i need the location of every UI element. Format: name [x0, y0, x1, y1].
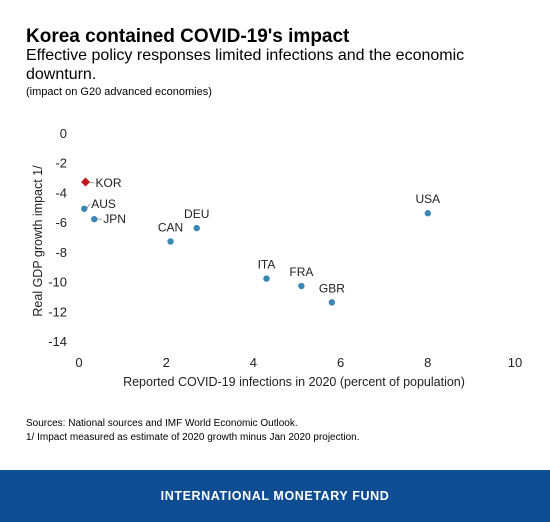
data-point-aus [81, 205, 88, 212]
point-label-deu: DEU [184, 207, 209, 221]
x-tick-label: 10 [508, 355, 522, 370]
scatter-chart: 0 -2 -4 -6 -8 -10 -12 -14 0 2 4 6 8 10 Reported COVID-… [31, 126, 522, 389]
point-label-jpn: JPN [103, 212, 126, 226]
y-tick-label: -14 [48, 334, 67, 349]
data-point-deu [193, 224, 200, 232]
chart-note: (impact on G20 advanced economies) [26, 86, 212, 98]
point-label-aus: AUS [91, 197, 116, 211]
data-point-usa [424, 210, 431, 217]
chart-title: Korea contained COVID-19's impact [26, 26, 350, 47]
x-tick-label: 2 [163, 355, 170, 370]
point-label-gbr: GBR [319, 281, 345, 295]
footer-label: INTERNATIONAL MONETARY FUND [160, 489, 390, 503]
y-tick-label: 0 [60, 126, 67, 141]
y-axis-title: Real GDP growth impact 1/ [31, 165, 45, 317]
data-point-can [167, 238, 174, 245]
data-point-fra [298, 282, 305, 290]
x-tick-label: 6 [337, 355, 344, 370]
data-point-gbr [328, 299, 336, 306]
data-point-kor [81, 177, 91, 187]
footnotes: Sources: National sources and IMF World … [26, 417, 360, 445]
point-label-kor: KOR [96, 176, 122, 190]
chart-subtitle: Effective policy responses limited infec… [26, 47, 465, 83]
data-point-ita [263, 275, 270, 282]
x-tick-label: 4 [250, 355, 257, 370]
y-tick-label: -8 [55, 245, 67, 260]
y-tick-label: -4 [55, 185, 67, 200]
point-label-usa: USA [415, 192, 440, 206]
x-axis-title: Reported COVID-19 infections in 2020 (pe… [123, 375, 465, 389]
footnote-1: 1/ Impact measured as estimate of 2020 g… [26, 432, 360, 443]
y-tick-label: -10 [48, 275, 67, 290]
y-tick-label: -12 [48, 304, 67, 319]
x-tick-label: 0 [75, 355, 82, 370]
point-label-ita: ITA [258, 258, 276, 272]
y-tick-label: -6 [55, 215, 67, 230]
imf-footer-banner: INTERNATIONAL MONETARY FUND [0, 470, 550, 522]
y-tick-label: -2 [55, 156, 67, 171]
data-point-jpn [91, 215, 98, 223]
sources-note: Sources: National sources and IMF World … [26, 418, 298, 429]
x-tick-label: 8 [424, 355, 431, 370]
point-label-fra: FRA [289, 265, 313, 279]
point-label-can: CAN [158, 220, 183, 234]
